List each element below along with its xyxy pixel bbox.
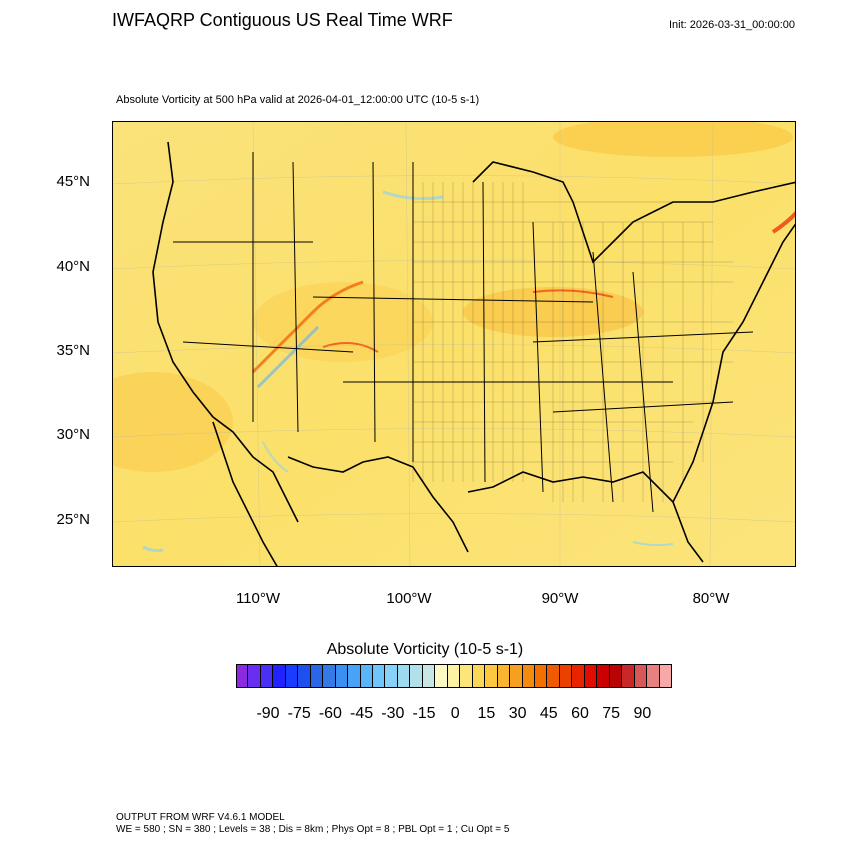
colorbar-swatch xyxy=(260,664,274,688)
colorbar-swatch xyxy=(497,664,511,688)
lat-label-30: 30°N xyxy=(56,426,90,443)
colorbar-tick-label: -45 xyxy=(350,705,374,722)
lon-label-90: 90°W xyxy=(541,590,579,607)
colorbar-swatch xyxy=(584,664,598,688)
footer-model: OUTPUT FROM WRF V4.6.1 MODEL xyxy=(116,812,285,823)
colorbar-swatch xyxy=(659,664,672,688)
lat-label-45: 45°N xyxy=(56,173,90,190)
colorbar-swatch xyxy=(335,664,349,688)
lon-label-110: 110°W xyxy=(235,590,281,607)
colorbar-tick-label: 60 xyxy=(571,705,589,722)
colorbar-tick-label: -15 xyxy=(412,705,436,722)
colorbar-swatch xyxy=(360,664,374,688)
init-time: Init: 2026-03-31_00:00:00 xyxy=(669,19,795,31)
colorbar-swatch xyxy=(422,664,436,688)
lat-label-35: 35°N xyxy=(56,342,90,359)
colorbar-tick-label: -30 xyxy=(381,705,405,722)
colorbar-tick-label: 30 xyxy=(508,705,527,722)
colorbar-swatch xyxy=(298,664,311,688)
lon-label-80: 80°W xyxy=(692,590,730,607)
colorbar-swatch xyxy=(373,664,386,688)
colorbar-title: Absolute Vorticity (10-5 s-1) xyxy=(326,641,524,658)
colorbar-tick-label: 15 xyxy=(477,705,496,722)
colorbar-tick-label: 90 xyxy=(633,705,652,722)
colorbar-swatch xyxy=(634,664,648,688)
colorbar-swatch xyxy=(397,664,411,688)
colorbar-tick-label: -75 xyxy=(287,705,311,722)
colorbar-swatch xyxy=(534,664,548,688)
colorbar-tick-label: 75 xyxy=(602,705,621,722)
colorbar-swatch xyxy=(522,664,535,688)
colorbar-swatch xyxy=(273,664,286,688)
colorbar-swatch xyxy=(236,664,249,688)
colorbar-swatch xyxy=(647,664,660,688)
colorbar-swatch xyxy=(472,664,486,688)
colorbar-swatch xyxy=(510,664,523,688)
map-background xyxy=(113,122,795,566)
colorbar-swatch xyxy=(348,664,361,688)
footer-settings: WE = 580 ; SN = 380 ; Levels = 38 ; Dis … xyxy=(116,824,510,835)
lat-label-25: 25°N xyxy=(56,511,90,528)
vorticity-field xyxy=(113,122,795,553)
colorbar-swatch xyxy=(435,664,448,688)
colorbar-swatch xyxy=(559,664,573,688)
colorbar-tick-label: -60 xyxy=(318,705,342,722)
colorbar-swatch xyxy=(248,664,261,688)
colorbar-tick-label: 0 xyxy=(450,705,460,722)
vorticity-map xyxy=(112,121,796,567)
lat-label-40: 40°N xyxy=(56,258,90,275)
colorbar xyxy=(236,664,672,688)
colorbar-swatch xyxy=(485,664,498,688)
plot-title: IWFAQRP Contiguous US Real Time WRF xyxy=(112,10,453,30)
lon-label-100: 100°W xyxy=(386,590,432,607)
colorbar-swatch xyxy=(597,664,610,688)
colorbar-swatch xyxy=(609,664,623,688)
colorbar-swatch xyxy=(447,664,461,688)
colorbar-swatch xyxy=(385,664,398,688)
colorbar-swatch xyxy=(410,664,423,688)
county-lines xyxy=(412,182,733,502)
graticule xyxy=(113,122,795,566)
colorbar-swatch xyxy=(285,664,299,688)
map-svg xyxy=(113,122,795,566)
colorbar-tick-label: 45 xyxy=(539,705,558,722)
colorbar-swatch xyxy=(547,664,560,688)
colorbar-swatch xyxy=(323,664,336,688)
colorbar-swatch xyxy=(460,664,473,688)
plot-subtitle: Absolute Vorticity at 500 hPa valid at 2… xyxy=(116,94,480,106)
colorbar-swatch xyxy=(622,664,635,688)
colorbar-tick-label: -90 xyxy=(256,705,280,722)
colorbar-swatch xyxy=(572,664,585,688)
colorbar-swatch xyxy=(310,664,324,688)
